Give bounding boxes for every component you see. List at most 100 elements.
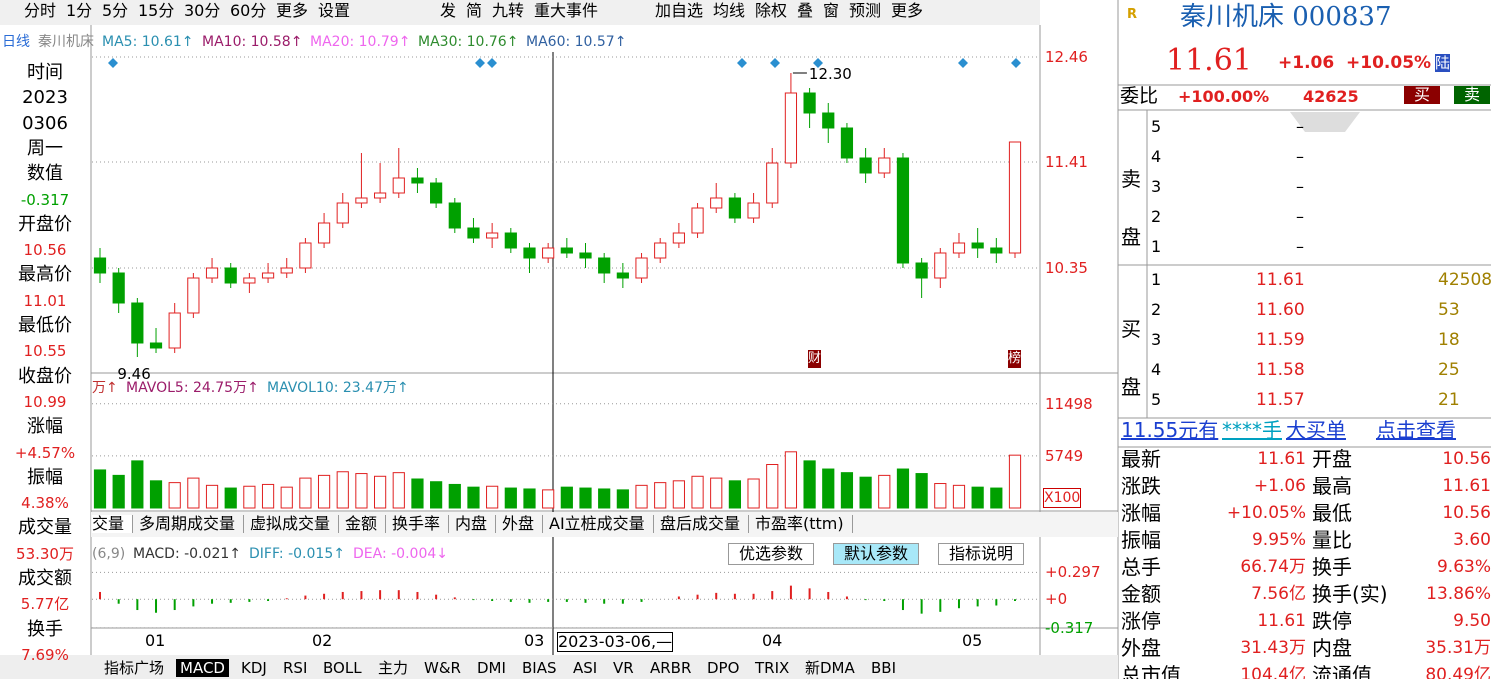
buy-button[interactable]: 买 — [1404, 86, 1441, 104]
level: 2 — [1151, 207, 1162, 226]
indicator-tab[interactable]: TRIX — [755, 659, 790, 677]
candle-body — [224, 267, 237, 284]
banner-item[interactable]: 点击查看 — [1376, 418, 1456, 442]
volume-bar — [523, 488, 536, 509]
indicator-tab[interactable]: VR — [613, 659, 634, 677]
indicator-tab[interactable]: BIAS — [522, 659, 557, 677]
toolbar-button[interactable]: 叠 — [797, 1, 814, 20]
indicator-tab[interactable]: ASI — [573, 659, 598, 677]
toolbar-button[interactable]: 60分 — [230, 1, 267, 20]
candle-body — [93, 257, 107, 274]
tab[interactable]: AI立桩成交量 — [549, 515, 654, 533]
toolbar-button[interactable]: 30分 — [184, 1, 221, 20]
toolbar-button[interactable]: 九转 — [492, 1, 525, 20]
y-tick-label: 5749 — [1045, 446, 1084, 465]
candle-body — [915, 262, 928, 279]
price-cell: – — [1296, 177, 1304, 196]
tab[interactable]: 内盘 — [455, 515, 497, 533]
event-mark[interactable]: 财 — [808, 350, 822, 368]
banner-item: 大买单 — [1286, 418, 1346, 442]
indicator-tab[interactable]: ARBR — [650, 659, 692, 677]
date-label: 04 — [762, 631, 783, 650]
stat-value: 9.63% — [1436, 557, 1491, 577]
toolbar-button[interactable]: 更多 — [276, 1, 309, 20]
toolbar-button[interactable]: 重大事件 — [534, 1, 599, 20]
param-button[interactable]: 优选参数 — [728, 543, 815, 565]
indicator-tab[interactable]: 指标广场 — [104, 659, 165, 677]
legend-item: MAVOL5: 24.75万↑ — [126, 380, 259, 396]
indicator-tab[interactable]: MACD — [176, 659, 229, 677]
indicator-tab[interactable]: RSI — [283, 659, 308, 677]
level: 3 — [1151, 177, 1162, 196]
label: 委比 — [1120, 85, 1159, 107]
stat-label: 振幅 — [1121, 528, 1161, 552]
tab[interactable]: 盘后成交量 — [660, 515, 750, 533]
info-item: 收盘价 — [18, 365, 72, 387]
tab[interactable]: 多周期成交量 — [139, 515, 245, 533]
stat-value: 10.56 — [1442, 449, 1491, 469]
volume-bar — [504, 487, 517, 509]
toolbar-button[interactable]: 更多 — [891, 1, 924, 20]
y-tick-label: +0 — [1045, 590, 1068, 609]
toolbar-button[interactable]: 加自选 — [655, 1, 704, 20]
tab[interactable]: 换手率 — [392, 515, 450, 533]
tab[interactable]: 虚拟成交量 — [250, 515, 340, 533]
tab[interactable]: 金额 — [345, 515, 387, 533]
indicator-tab[interactable]: BOLL — [323, 659, 362, 677]
y-tick-label: 10.35 — [1045, 259, 1088, 277]
banner-item: 11.55元有 — [1121, 418, 1219, 442]
info-item: 10.56 — [23, 241, 67, 260]
volume-bar — [803, 460, 816, 509]
candle-body — [971, 242, 984, 249]
volume-cell: 53 — [1438, 300, 1460, 320]
event-mark[interactable]: 榜 — [1008, 350, 1022, 368]
toolbar-button[interactable]: 分时 — [24, 1, 57, 20]
candle-body — [467, 227, 480, 239]
toolbar-button[interactable]: 设置 — [318, 1, 351, 20]
volume-bar — [131, 460, 144, 509]
toolbar-button[interactable]: 发 — [440, 1, 457, 20]
toolbar-button[interactable]: 除权 — [755, 1, 788, 20]
toolbar-button[interactable]: 1分 — [66, 1, 93, 20]
toolbar-button[interactable]: 简 — [466, 1, 483, 20]
indicator-tab[interactable]: DPO — [707, 659, 740, 677]
param-button[interactable]: 默认参数 — [833, 543, 920, 565]
volume-bar — [635, 484, 648, 509]
candle-body — [336, 202, 349, 224]
candle-body — [112, 272, 125, 304]
tab[interactable]: 市盈率(ttm) — [755, 515, 853, 533]
legend-item: 万↑ — [92, 380, 118, 396]
indicator-tab[interactable]: DMI — [477, 659, 506, 677]
toolbar-button[interactable]: 5分 — [102, 1, 129, 20]
toolbar-button[interactable]: 窗 — [823, 1, 840, 20]
volume-bar — [747, 478, 760, 509]
candle-body — [952, 242, 966, 254]
volume-bar — [728, 480, 741, 509]
tab[interactable]: 交量 — [92, 515, 134, 533]
indicator-tab[interactable]: W&R — [424, 659, 461, 677]
indicator-tab[interactable]: 新DMA — [805, 659, 855, 677]
sell-button[interactable]: 卖 — [1454, 86, 1491, 104]
price-cell: 11.58 — [1256, 360, 1305, 380]
tab[interactable]: 外盘 — [502, 515, 544, 533]
indicator-tab[interactable]: BBI — [871, 659, 897, 677]
date-label: 05 — [962, 631, 983, 650]
toolbar-button[interactable]: 均线 — [713, 1, 746, 20]
toolbar-button[interactable]: 预测 — [849, 1, 882, 20]
indicator-tab[interactable]: KDJ — [241, 659, 267, 677]
diamond — [958, 58, 968, 68]
toolbar-button[interactable]: 15分 — [138, 1, 175, 20]
candle-body — [411, 177, 424, 184]
stock-name: 秦川机床 000837 — [1180, 2, 1392, 32]
stat-value: 11.61 — [1257, 611, 1306, 631]
price-cell: 11.61 — [1256, 270, 1305, 290]
volume-bar — [93, 469, 107, 509]
volume-bar — [112, 474, 125, 509]
stat-label: 最低 — [1312, 501, 1352, 525]
volume-bar — [971, 486, 984, 509]
diamond — [1011, 58, 1021, 68]
indicator-tab[interactable]: 主力 — [378, 659, 409, 677]
volume-bar — [411, 478, 424, 509]
collapse-tab[interactable] — [1290, 112, 1360, 132]
param-button[interactable]: 指标说明 — [938, 543, 1025, 565]
